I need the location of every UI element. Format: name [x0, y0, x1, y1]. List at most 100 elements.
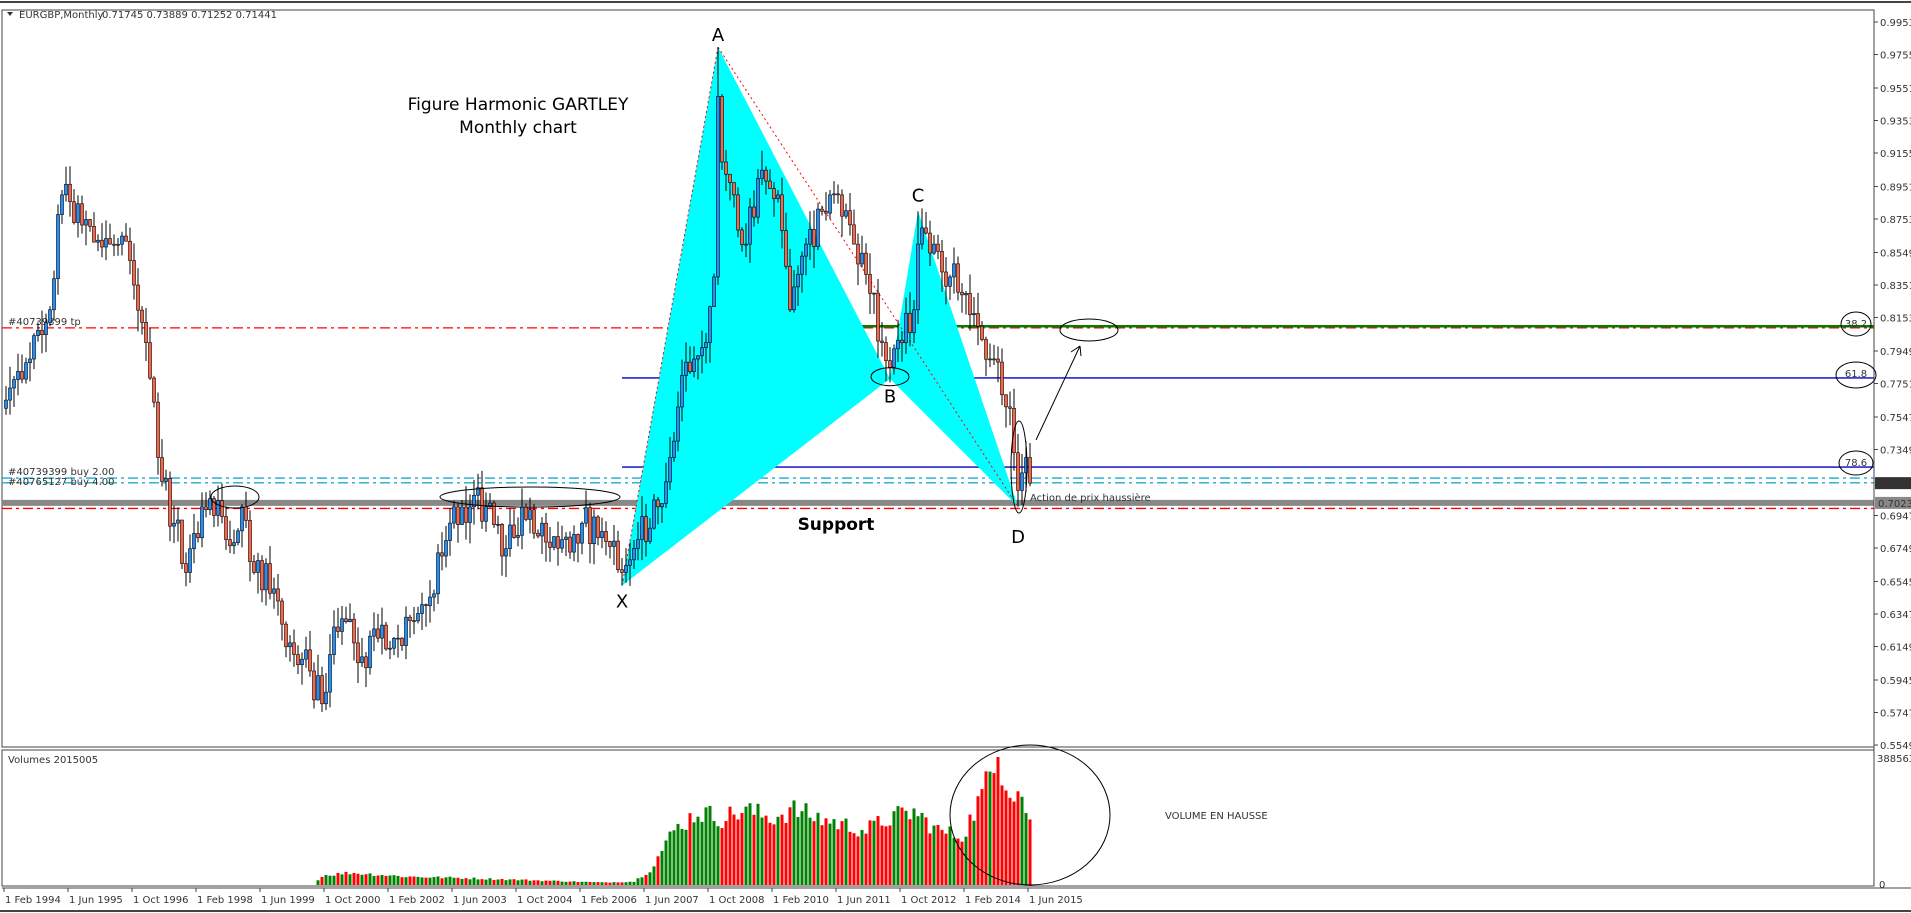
candle-body [396, 637, 400, 640]
candles [4, 47, 1032, 712]
volume-bar [908, 819, 912, 885]
candle-body [392, 638, 396, 649]
volume-bar [796, 817, 800, 885]
candle-body [328, 654, 332, 693]
volume-bar [912, 808, 916, 885]
volume-bar [804, 803, 808, 885]
point-label-c: C [912, 185, 925, 206]
candle-body [656, 499, 660, 508]
candle-body [880, 340, 884, 343]
candle-body [8, 387, 12, 401]
fib-786-label: 78.6 [1845, 458, 1867, 469]
price-tick-label: 0.59450 [1880, 676, 1911, 687]
candle-body [308, 649, 312, 672]
volume-bar [612, 882, 616, 885]
candle-body [448, 522, 452, 541]
volume-bar [1020, 796, 1024, 885]
candle-body [452, 506, 456, 524]
volume-bar [732, 814, 736, 885]
candle-body [972, 313, 976, 316]
volume-bar [772, 824, 776, 885]
candle-body [340, 618, 344, 632]
candle-body [268, 563, 272, 594]
candle-body [12, 379, 16, 389]
candle-body [424, 604, 428, 606]
candle-body [288, 642, 292, 648]
volume-bar [616, 882, 620, 885]
volume-bar [876, 816, 880, 885]
dropdown-triangle-icon[interactable] [7, 12, 13, 16]
volume-bar [700, 821, 704, 885]
arrow-line [1035, 345, 1081, 441]
volume-bar [760, 817, 764, 885]
candle-body [48, 309, 52, 324]
candle-body [488, 502, 492, 508]
volume-bar [828, 823, 832, 885]
volume-bar [380, 874, 384, 885]
volume-bar [624, 882, 628, 885]
candle-body [64, 183, 68, 196]
volume-bar [808, 817, 812, 885]
volume-bar [896, 806, 900, 885]
pattern-xab [622, 47, 890, 586]
volume-bar [820, 825, 824, 885]
candle-body [480, 487, 484, 522]
candle-body [24, 362, 28, 380]
volume-bar [524, 879, 528, 885]
price-tick-label: 0.93530 [1880, 117, 1911, 128]
volume-bar [428, 877, 432, 885]
candle-body [808, 229, 812, 245]
volume-bar [864, 833, 868, 885]
price-tick-label: 0.75470 [1880, 413, 1911, 424]
candle-body [560, 539, 564, 549]
candle-body [220, 500, 224, 517]
candle-body [856, 243, 860, 265]
candle-body [652, 499, 656, 529]
candle-body [612, 540, 616, 547]
candle-body [584, 507, 588, 524]
time-tick-label: 1 Oct 2012 [901, 895, 956, 906]
candle-body [284, 623, 288, 648]
volume-bar [932, 825, 936, 885]
candle-body [32, 335, 36, 360]
candle-body [528, 509, 532, 520]
volume-bar [884, 826, 888, 885]
volume-bar [648, 872, 652, 885]
candle-body [76, 203, 80, 223]
candle-body [708, 306, 712, 343]
candle-body [4, 399, 8, 409]
volume-bar [844, 818, 848, 885]
candle-body [304, 649, 308, 660]
volume-bar [384, 875, 388, 885]
candle-body [408, 616, 412, 621]
volume-bar [952, 837, 956, 885]
candle-body [836, 193, 840, 196]
candle-body [904, 312, 908, 344]
candle-body [800, 255, 804, 275]
candle-body [764, 169, 768, 182]
volume-bar [652, 866, 656, 885]
candle-body [364, 656, 368, 669]
volume-bar [416, 876, 420, 885]
volume-bar [860, 829, 864, 885]
candle-body [436, 552, 440, 595]
price-tick-label: 0.89510 [1880, 182, 1911, 193]
candle-body [604, 531, 608, 542]
time-tick-label: 1 Oct 2008 [709, 895, 764, 906]
volume-bar [336, 872, 340, 885]
volume-bar [588, 881, 592, 885]
candle-body [912, 309, 916, 333]
candle-body [616, 540, 620, 570]
volume-bar [360, 874, 364, 885]
volume-bar [688, 813, 692, 885]
candle-body [568, 536, 572, 553]
volume-bar [992, 773, 996, 885]
candle-body [680, 375, 684, 408]
candle-body [196, 533, 200, 539]
volume-bar [832, 819, 836, 885]
volume-bar [980, 789, 984, 885]
volume-bar [768, 822, 772, 885]
volume-bar [784, 822, 788, 885]
candle-body [292, 642, 296, 655]
candle-body [964, 293, 968, 296]
